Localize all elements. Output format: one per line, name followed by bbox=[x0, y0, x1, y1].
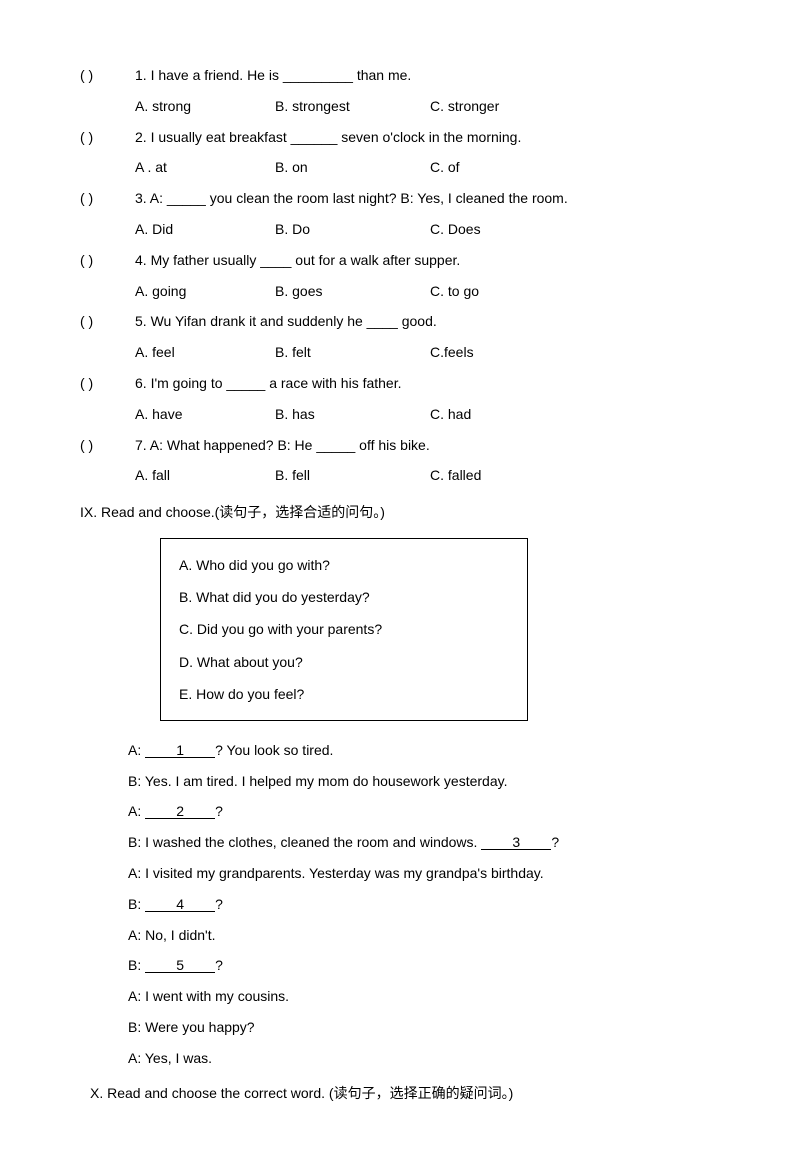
question-4: ( ) 4. My father usually ____ out for a … bbox=[80, 245, 720, 276]
option-c[interactable]: C.feels bbox=[430, 337, 720, 368]
speaker-label: A: bbox=[128, 803, 145, 819]
line-text: ? bbox=[215, 896, 223, 912]
option-c[interactable]: C. to go bbox=[430, 276, 720, 307]
option-a[interactable]: A. have bbox=[135, 399, 275, 430]
dialog-line-7: A: No, I didn't. bbox=[128, 920, 720, 951]
option-a[interactable]: A. going bbox=[135, 276, 275, 307]
question-2: ( ) 2. I usually eat breakfast ______ se… bbox=[80, 122, 720, 153]
question-7: ( ) 7. A: What happened? B: He _____ off… bbox=[80, 430, 720, 461]
speaker-label: B: bbox=[128, 957, 145, 973]
question-text: 7. A: What happened? B: He _____ off his… bbox=[135, 430, 720, 461]
option-a[interactable]: A. Did bbox=[135, 214, 275, 245]
answer-paren[interactable]: ( ) bbox=[80, 122, 135, 153]
option-a[interactable]: A. fall bbox=[135, 460, 275, 491]
option-a[interactable]: A . at bbox=[135, 152, 275, 183]
question-text: 5. Wu Yifan drank it and suddenly he ___… bbox=[135, 306, 720, 337]
question-7-options: A. fall B. fell C. falled bbox=[80, 460, 720, 491]
answer-paren[interactable]: ( ) bbox=[80, 306, 135, 337]
question-4-options: A. going B. goes C. to go bbox=[80, 276, 720, 307]
dialog-line-1: A: 1 ? You look so tired. bbox=[128, 735, 720, 766]
dialog-line-2: B: Yes. I am tired. I helped my mom do h… bbox=[128, 766, 720, 797]
dialog-line-10: B: Were you happy? bbox=[128, 1012, 720, 1043]
answer-paren[interactable]: ( ) bbox=[80, 60, 135, 91]
blank-2[interactable]: 2 bbox=[145, 804, 215, 819]
option-b[interactable]: B. felt bbox=[275, 337, 430, 368]
option-b[interactable]: B. fell bbox=[275, 460, 430, 491]
speaker-label: A: bbox=[128, 742, 145, 758]
question-text: 1. I have a friend. He is _________ than… bbox=[135, 60, 720, 91]
question-text: 2. I usually eat breakfast ______ seven … bbox=[135, 122, 720, 153]
question-1: ( ) 1. I have a friend. He is _________ … bbox=[80, 60, 720, 91]
line-text: B: I washed the clothes, cleaned the roo… bbox=[128, 834, 481, 850]
option-c[interactable]: C. of bbox=[430, 152, 720, 183]
dialog-line-6: B: 4 ? bbox=[128, 889, 720, 920]
dialog-line-4: B: I washed the clothes, cleaned the roo… bbox=[128, 827, 720, 858]
option-b[interactable]: B. has bbox=[275, 399, 430, 430]
dialog-line-8: B: 5 ? bbox=[128, 950, 720, 981]
question-text: 3. A: _____ you clean the room last nigh… bbox=[135, 183, 720, 214]
blank-4[interactable]: 4 bbox=[145, 897, 215, 912]
question-5: ( ) 5. Wu Yifan drank it and suddenly he… bbox=[80, 306, 720, 337]
section-ix-title: IX. Read and choose.(读句子，选择合适的问句。) bbox=[80, 497, 720, 528]
dialog-line-11: A: Yes, I was. bbox=[128, 1043, 720, 1074]
dialog: A: 1 ? You look so tired. B: Yes. I am t… bbox=[80, 735, 720, 1074]
option-b[interactable]: B. strongest bbox=[275, 91, 430, 122]
answer-paren[interactable]: ( ) bbox=[80, 245, 135, 276]
option-a[interactable]: A. feel bbox=[135, 337, 275, 368]
blank-1[interactable]: 1 bbox=[145, 743, 215, 758]
choice-c[interactable]: C. Did you go with your parents? bbox=[179, 613, 509, 645]
option-c[interactable]: C. falled bbox=[430, 460, 720, 491]
blank-5[interactable]: 5 bbox=[145, 958, 215, 973]
blank-3[interactable]: 3 bbox=[481, 835, 551, 850]
choice-e[interactable]: E. How do you feel? bbox=[179, 678, 509, 710]
option-b[interactable]: B. goes bbox=[275, 276, 430, 307]
dialog-line-3: A: 2 ? bbox=[128, 796, 720, 827]
question-1-options: A. strong B. strongest C. stronger bbox=[80, 91, 720, 122]
option-b[interactable]: B. Do bbox=[275, 214, 430, 245]
option-c[interactable]: C. stronger bbox=[430, 91, 720, 122]
answer-choice-box: A. Who did you go with? B. What did you … bbox=[160, 538, 528, 721]
section-x-title: X. Read and choose the correct word. (读句… bbox=[80, 1078, 720, 1109]
question-text: 6. I'm going to _____ a race with his fa… bbox=[135, 368, 720, 399]
choice-d[interactable]: D. What about you? bbox=[179, 646, 509, 678]
speaker-label: B: bbox=[128, 896, 145, 912]
question-3-options: A. Did B. Do C. Does bbox=[80, 214, 720, 245]
question-6: ( ) 6. I'm going to _____ a race with hi… bbox=[80, 368, 720, 399]
line-text: ? bbox=[551, 834, 559, 850]
option-c[interactable]: C. had bbox=[430, 399, 720, 430]
answer-paren[interactable]: ( ) bbox=[80, 368, 135, 399]
question-2-options: A . at B. on C. of bbox=[80, 152, 720, 183]
choice-a[interactable]: A. Who did you go with? bbox=[179, 549, 509, 581]
question-text: 4. My father usually ____ out for a walk… bbox=[135, 245, 720, 276]
dialog-line-9: A: I went with my cousins. bbox=[128, 981, 720, 1012]
option-c[interactable]: C. Does bbox=[430, 214, 720, 245]
question-5-options: A. feel B. felt C.feels bbox=[80, 337, 720, 368]
line-text: ? You look so tired. bbox=[215, 742, 333, 758]
answer-paren[interactable]: ( ) bbox=[80, 183, 135, 214]
dialog-line-5: A: I visited my grandparents. Yesterday … bbox=[128, 858, 720, 889]
question-3: ( ) 3. A: _____ you clean the room last … bbox=[80, 183, 720, 214]
choice-b[interactable]: B. What did you do yesterday? bbox=[179, 581, 509, 613]
question-6-options: A. have B. has C. had bbox=[80, 399, 720, 430]
option-a[interactable]: A. strong bbox=[135, 91, 275, 122]
line-text: ? bbox=[215, 957, 223, 973]
line-text: ? bbox=[215, 803, 223, 819]
option-b[interactable]: B. on bbox=[275, 152, 430, 183]
answer-paren[interactable]: ( ) bbox=[80, 430, 135, 461]
